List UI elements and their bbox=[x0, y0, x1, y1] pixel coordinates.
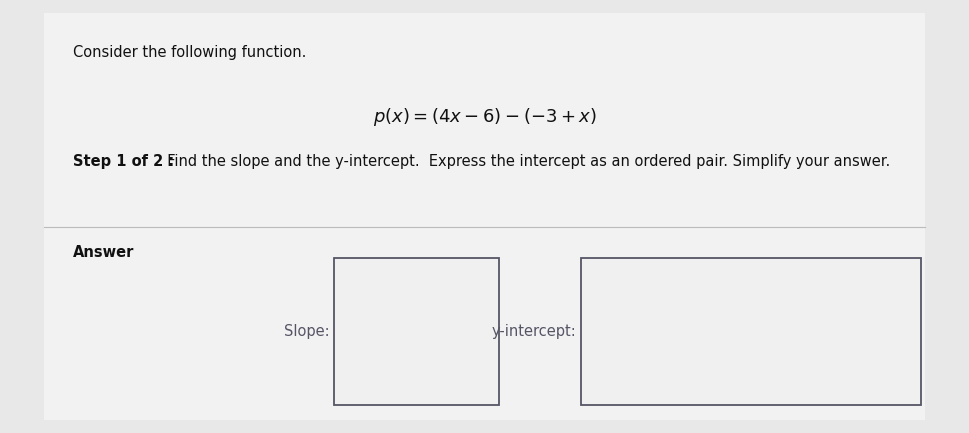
Bar bbox=[334, 258, 499, 405]
Text: Consider the following function.: Consider the following function. bbox=[73, 45, 306, 61]
Bar bbox=[581, 258, 921, 405]
Text: Answer: Answer bbox=[73, 245, 134, 260]
Text: Step 1 of 2 :: Step 1 of 2 : bbox=[73, 154, 173, 169]
Text: $p(x) = (4x - 6) - (-3 + x)$: $p(x) = (4x - 6) - (-3 + x)$ bbox=[373, 106, 596, 128]
Text: y-intercept:: y-intercept: bbox=[492, 324, 577, 339]
Text: Slope:: Slope: bbox=[284, 324, 329, 339]
Text: Find the slope and the y-intercept.  Express the intercept as an ordered pair. S: Find the slope and the y-intercept. Expr… bbox=[158, 154, 891, 169]
